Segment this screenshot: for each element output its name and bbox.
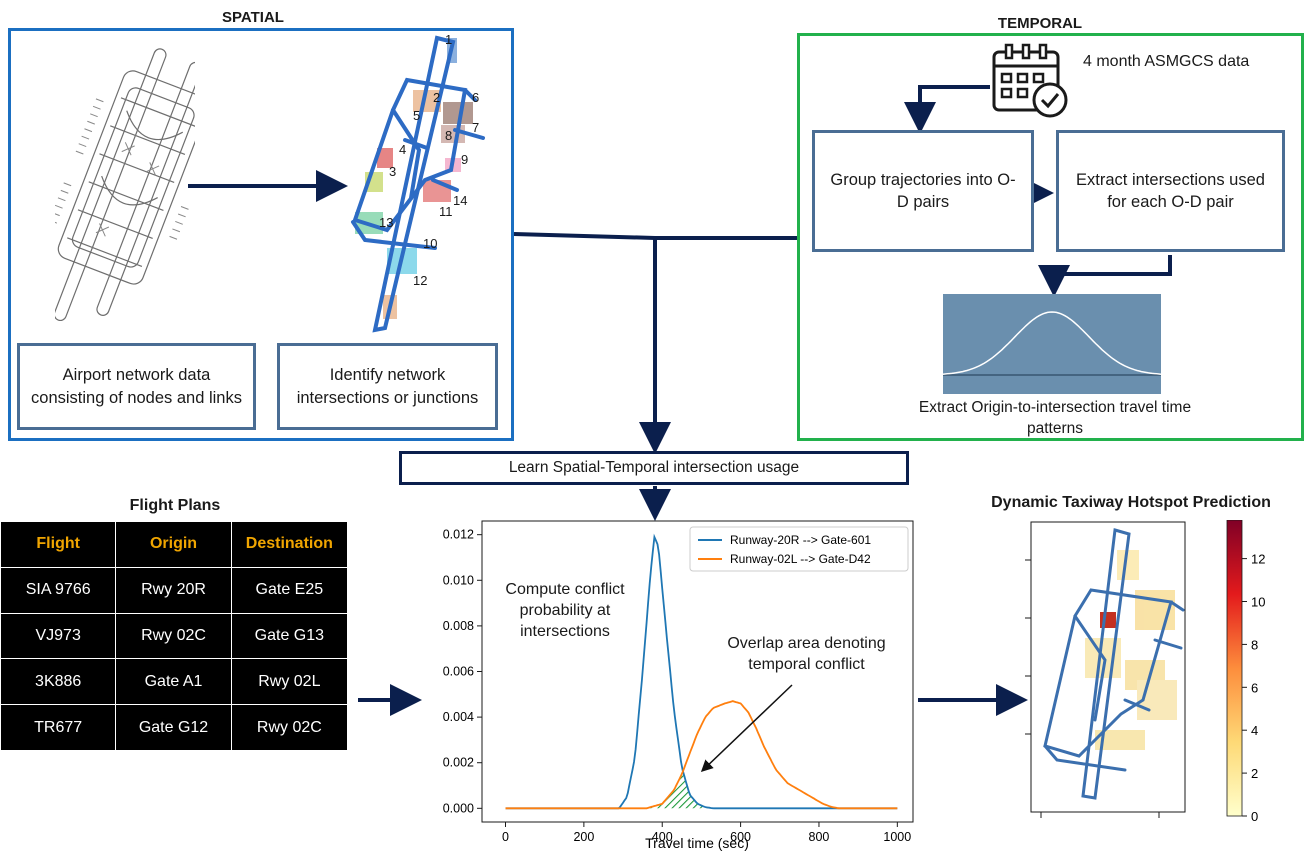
series-line-orange [505,700,898,810]
flight-plans-table: Flight Origin Destination SIA 9766 Rwy 2… [0,521,349,751]
table-row: VJ973 Rwy 02C Gate G13 [0,612,349,660]
temporal-title: TEMPORAL [997,15,1083,32]
overlap-annotation: Overlap area denoting temporal conflict [727,635,886,673]
colorbar-tick-label: 8 [1251,637,1258,652]
junction-label-2: 2 [433,90,440,105]
distribution-curve [943,311,1161,375]
table-cell: TR677 [0,704,117,751]
colorbar-tick-label: 2 [1251,766,1258,781]
pattern-label: Extract Origin-to-intersection travel ti… [918,399,1192,437]
legend-label-blue: Runway-20R --> Gate-601 [730,533,871,547]
header-destination: Destination [230,521,349,568]
junction-map: 1 2 3 4 5 6 7 8 9 10 11 12 13 14 [351,32,485,333]
junction-label-3: 3 [389,164,396,179]
compute-conflict-annotation: Compute conflict probability at intersec… [505,581,625,640]
junction-label-14: 14 [453,193,467,208]
junction-label-7: 7 [472,120,479,135]
colorbar-tick-label: 4 [1251,723,1258,738]
table-cell: Gate G12 [115,704,232,751]
y-tick-label: 0.012 [443,528,474,542]
overlap-area [646,771,718,809]
group-trajectories-box: Group trajectories into O-D pairs [812,130,1034,252]
x-tick-label: 200 [573,830,594,844]
junction-label-5: 5 [413,108,420,123]
hotspot-title: Dynamic Taxiway Hotspot Prediction [991,494,1271,511]
x-axis-label: Travel time (sec) [645,835,749,851]
x-tick-label: 1000 [883,830,911,844]
airport-network-map [55,48,195,322]
legend-label-orange: Runway-02L --> Gate-D42 [730,552,871,566]
chart-legend: Runway-20R --> Gate-601 Runway-02L --> G… [689,526,909,572]
overlap-annotation-arrow [700,684,793,773]
colorbar-tick-label: 6 [1251,680,1258,695]
table-row: 3K886 Gate A1 Rwy 02L [0,658,349,706]
y-tick-label: 0.000 [443,801,474,815]
table-cell: Rwy 20R [115,566,232,614]
extract-to-pattern-arrow [1038,255,1172,297]
y-tick-label: 0.004 [443,710,474,724]
travel-time-distribution-panel [943,294,1161,394]
airport-network-box: Airport network data consisting of nodes… [17,343,256,430]
spatial-frame [8,28,514,441]
table-row: TR677 Gate G12 Rwy 02C [0,704,349,751]
table-cell: SIA 9766 [0,566,117,614]
flight-plans-title: Flight Plans [129,497,221,514]
table-cell: Rwy 02C [230,704,349,751]
y-tick-label: 0.008 [443,619,474,633]
conflict-probability-chart: 0 200 400 600 800 1000 0.000 0.002 0.004 0.006 0.0… [443,520,914,851]
table-cell: Rwy 02L [230,658,349,706]
y-tick-label: 0.002 [443,756,474,770]
x-tick-label: 800 [809,830,830,844]
learn-usage-box: Learn Spatial-Temporal intersection usag… [399,451,909,485]
table-cell: 3K886 [0,658,117,706]
table-cell: Gate A1 [115,658,232,706]
junction-label-13: 13 [379,215,393,230]
calendar-icon [992,43,1068,118]
y-tick-label: 0.006 [443,665,474,679]
colorbar-tick-label: 10 [1251,595,1265,610]
junction-label-11: 11 [439,204,453,219]
spatial-title: SPATIAL [222,9,284,26]
table-cell: Gate E25 [230,566,349,614]
extract-intersections-box: Extract intersections used for each O-D … [1056,130,1285,252]
colorbar-tick-label: 0 [1251,809,1258,824]
asmgcs-data-label: 4 month ASMGCS data [1083,53,1250,70]
hotspot-map: 0 2 4 6 8 10 12 [1025,520,1265,824]
spatial-to-merge-line [513,232,798,240]
junction-label-12: 12 [413,273,427,288]
junction-label-4: 4 [399,142,406,157]
temporal-frame [797,33,1304,441]
junction-label-10: 10 [423,236,437,251]
table-cell: Rwy 02C [115,612,232,660]
colorbar-tick-label: 12 [1251,552,1265,567]
table-cell: Gate G13 [230,612,349,660]
x-tick-label: 600 [730,830,751,844]
junction-label-1: 1 [445,32,452,47]
junction-label-6: 6 [472,90,479,105]
header-flight: Flight [0,521,117,568]
junction-label-8: 8 [445,128,452,143]
table-header-row: Flight Origin Destination [0,521,349,568]
x-tick-label: 0 [502,830,509,844]
colorbar [1226,520,1243,817]
x-tick-label: 400 [652,830,673,844]
header-origin: Origin [115,521,232,568]
table-row: SIA 9766 Rwy 20R Gate E25 [0,566,349,614]
data-to-group-arrow [904,85,990,134]
junction-label-9: 9 [461,152,468,167]
y-tick-label: 0.010 [443,573,474,587]
identify-junctions-box: Identify network intersections or juncti… [277,343,498,430]
table-cell: VJ973 [0,612,117,660]
